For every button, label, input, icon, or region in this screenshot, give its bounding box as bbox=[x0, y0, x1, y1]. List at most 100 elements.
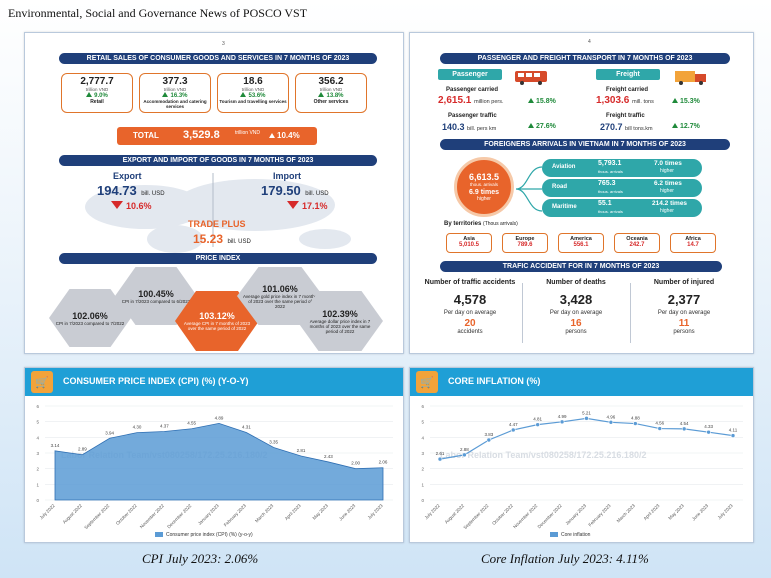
bus-icon bbox=[515, 71, 547, 85]
total-value: 3,529.8 bbox=[183, 129, 220, 141]
passenger-carried-label: Passenger carried bbox=[446, 87, 499, 93]
y-tick-label: 6 bbox=[421, 404, 424, 409]
freight-traffic-growth: 12.7% bbox=[672, 123, 700, 130]
total-growth: 10.4% bbox=[269, 131, 300, 140]
injured-count: Number of injured 2,377 Per day on avera… bbox=[653, 279, 715, 335]
trade-plus-unit: bill. USD bbox=[227, 239, 251, 245]
page-title: Environmental, Social and Governance New… bbox=[8, 6, 308, 20]
territory-oceania: Oceania 242.7 bbox=[614, 233, 660, 253]
divider bbox=[522, 283, 523, 343]
data-point bbox=[510, 427, 516, 433]
x-tick-label: April 2023 bbox=[284, 503, 302, 521]
x-tick-label: May 2023 bbox=[667, 503, 685, 521]
retail-section-title: RETAIL SALES OF CONSUMER GOODS AND SERVI… bbox=[59, 53, 377, 64]
data-label: 4.96 bbox=[607, 414, 616, 419]
x-tick-label: November 2022 bbox=[512, 503, 539, 530]
x-tick-label: December 2022 bbox=[537, 503, 564, 530]
card-value: 356.2 bbox=[318, 76, 344, 87]
accidents-count: Number of traffic accidents 4,578 Per da… bbox=[424, 279, 516, 335]
y-tick-label: 2 bbox=[36, 467, 39, 472]
y-tick-label: 3 bbox=[421, 451, 424, 456]
data-label: 2.06 bbox=[379, 460, 388, 465]
y-tick-label: 2 bbox=[421, 467, 424, 472]
data-label: 4.31 bbox=[242, 424, 251, 429]
card-label: Accommodation and catering services bbox=[143, 99, 207, 109]
card-growth: 16.3% bbox=[140, 92, 210, 99]
passenger-traffic-label: Passenger traffic bbox=[448, 113, 497, 119]
x-tick-label: July 2022 bbox=[424, 503, 442, 521]
divider bbox=[630, 283, 631, 343]
y-tick-label: 0 bbox=[36, 498, 39, 503]
card-value: 2,777.7 bbox=[80, 76, 114, 87]
data-point bbox=[584, 416, 589, 421]
x-tick-label: August 2022 bbox=[62, 503, 84, 525]
x-tick-label: July 2023 bbox=[367, 503, 385, 521]
retail-card-other: 356.2 trillion VND 13.8% Other services bbox=[295, 73, 367, 113]
territory-europe: Europe 789.6 bbox=[502, 233, 548, 253]
data-label: 4.88 bbox=[631, 416, 640, 421]
y-tick-label: 1 bbox=[36, 482, 39, 487]
data-label: 3.35 bbox=[269, 440, 278, 445]
x-tick-label: February 2023 bbox=[587, 503, 612, 528]
card-unit: trillion VND bbox=[241, 87, 265, 92]
x-tick-label: June 2023 bbox=[691, 503, 710, 522]
truck-icon bbox=[675, 71, 706, 85]
trade-plus-value: 15.23 bbox=[193, 232, 224, 246]
card-unit: trillion VND bbox=[163, 87, 187, 92]
data-label: 4.54 bbox=[680, 421, 689, 426]
arrivals-road: Road 765.3 thous. arrivals 6.2 times hig… bbox=[542, 179, 702, 197]
x-tick-label: March 2023 bbox=[616, 503, 637, 524]
freight-traffic-label: Freight traffic bbox=[606, 113, 645, 119]
card-growth: 13.8% bbox=[296, 92, 366, 99]
retail-total-bar: TOTAL 3,529.8 trillion VND 10.4% bbox=[117, 127, 317, 145]
legend-swatch bbox=[155, 532, 163, 537]
territory-asia: Asia 5,010.5 bbox=[446, 233, 492, 253]
y-tick-label: 4 bbox=[421, 435, 424, 440]
card-unit: trillion VND bbox=[85, 87, 109, 92]
data-point bbox=[633, 421, 638, 426]
legend-label: Consumer price index (CPI) (%) (y-o-y) bbox=[166, 532, 253, 538]
data-label: 4.30 bbox=[133, 425, 142, 430]
export-label: Export bbox=[113, 171, 142, 181]
data-label: 2.43 bbox=[324, 454, 333, 459]
data-label: 2.88 bbox=[460, 447, 469, 452]
cpi-area bbox=[54, 422, 384, 501]
cpi-chart-header: 🛒 CONSUMER PRICE INDEX (CPI) (%) (Y-O-Y) bbox=[25, 368, 403, 396]
core-inflation-chart: 0 1 2 3 4 5 6 Labor Relation Team/vst080258/172… bbox=[421, 404, 743, 538]
core-inflation-caption: Core Inflation July 2023: 4.11% bbox=[481, 551, 649, 566]
page-number: 4 bbox=[588, 39, 591, 45]
data-label: 3.14 bbox=[51, 443, 60, 448]
export-unit: bill. USD bbox=[141, 191, 165, 197]
average-cpi-7-months: 103.12% Average CPI in 7 months of 2023 … bbox=[175, 291, 259, 351]
territory-africa: Africa 14.7 bbox=[670, 233, 716, 253]
passenger-carried-value-row: 2,615.1 million pers. bbox=[438, 95, 504, 106]
trade-plus-label: TRADE PLUS bbox=[188, 219, 246, 229]
watermark-text: Labor Relation Team/vst080258/172.25.216… bbox=[440, 450, 646, 460]
card-growth: 53.6% bbox=[218, 92, 288, 99]
x-tick-label: September 2022 bbox=[462, 503, 489, 530]
data-label: 2.00 bbox=[351, 461, 360, 466]
passenger-tag: Passenger bbox=[438, 69, 502, 80]
x-tick-label: July 2022 bbox=[39, 503, 57, 521]
data-point bbox=[462, 452, 467, 458]
data-label: 4.56 bbox=[655, 421, 664, 426]
total-unit: trillion VND bbox=[235, 130, 261, 136]
y-tick-label: 3 bbox=[36, 451, 39, 456]
import-label: Import bbox=[273, 171, 301, 181]
x-tick-label: April 2023 bbox=[643, 503, 661, 521]
y-tick-label: 6 bbox=[36, 404, 39, 409]
passenger-traffic-growth: 27.6% bbox=[528, 123, 556, 130]
card-unit: trillion VND bbox=[319, 87, 343, 92]
retail-card-accommodation: 377.3 trillion VND 16.3% Accommodation a… bbox=[139, 73, 211, 113]
up-arrow-icon bbox=[240, 92, 247, 97]
data-label: 5.21 bbox=[582, 410, 591, 415]
freight-carried-value-row: 1,303.6 mill. tons bbox=[596, 95, 654, 106]
total-label: TOTAL bbox=[133, 131, 159, 140]
x-tick-label: July 2023 bbox=[717, 503, 735, 521]
data-point bbox=[535, 422, 540, 427]
card-label: Tourism and travelling services bbox=[219, 99, 287, 104]
shopping-cart-icon: 🛒 bbox=[31, 371, 53, 393]
retail-card-retail: 2,777.7 trillion VND 9.0% Retail bbox=[61, 73, 133, 113]
import-unit: bill. USD bbox=[305, 191, 329, 197]
